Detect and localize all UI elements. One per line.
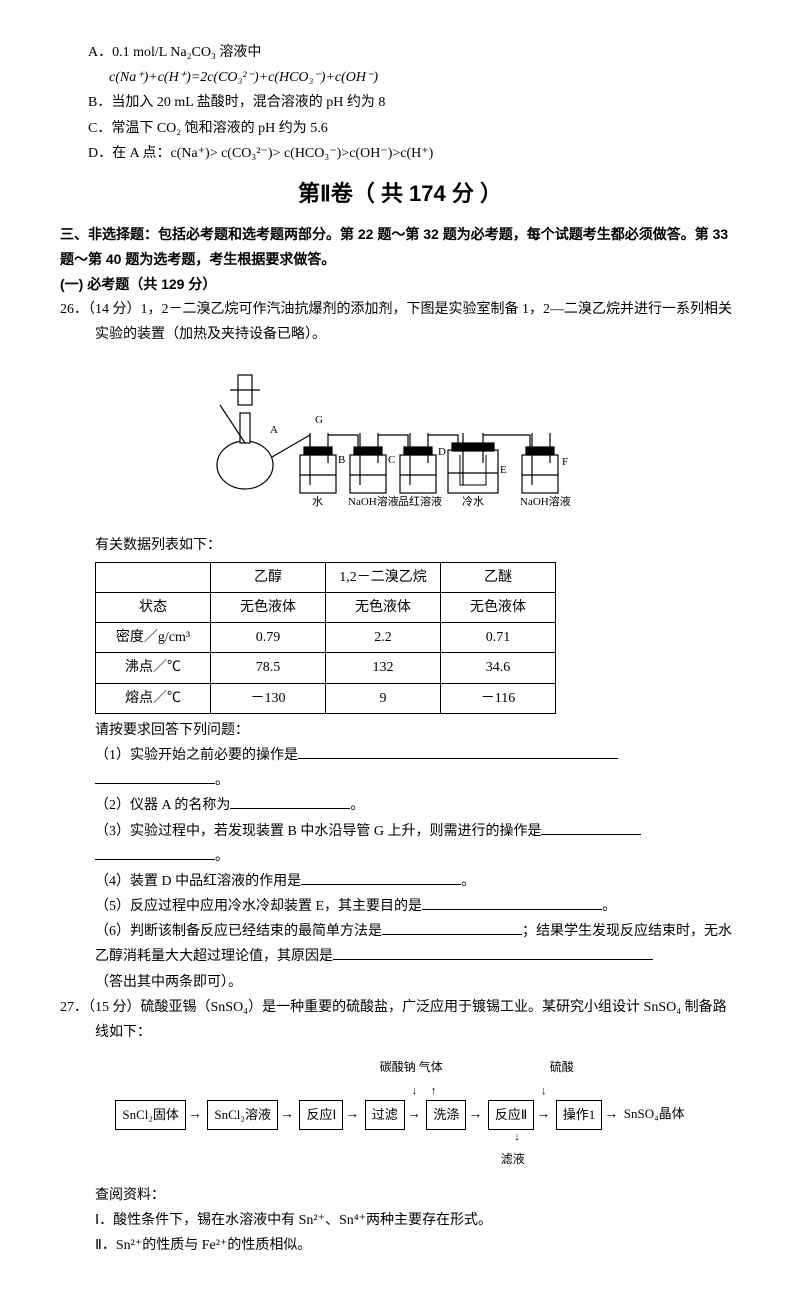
q27-ref: 查阅资料： bbox=[95, 1183, 740, 1208]
option-a: A．0.1 mol/L Na₂CO₃ 溶液中 bbox=[88, 40, 740, 65]
q26-stem: 26．（14 分）1，2－二溴乙烷可作汽油抗爆剂的添加剂，下图是实验室制备 1，… bbox=[60, 297, 740, 347]
svg-text:NaOH溶液: NaOH溶液 bbox=[348, 494, 399, 508]
svg-text:D: D bbox=[438, 446, 446, 458]
q26-sub3-line2: 。 bbox=[95, 844, 740, 869]
svg-text:E: E bbox=[500, 464, 507, 476]
q26-table-caption: 有关数据列表如下： bbox=[95, 533, 740, 558]
q27-stem: 27．（15 分）硫酸亚锡（SnSO₄）是一种重要的硫酸盐，广泛应用于镀锡工业。… bbox=[60, 995, 740, 1045]
svg-text:NaOH溶液: NaOH溶液 bbox=[520, 494, 571, 508]
option-a-formula: c(Na⁺)+c(H⁺)=2c(CO₃²⁻)+c(HCO₃⁻)+c(OH⁻) bbox=[109, 65, 740, 90]
svg-text:品红溶液: 品红溶液 bbox=[398, 494, 442, 508]
option-d: D．在 A 点：c(Na⁺)> c(CO₃²⁻)> c(HCO₃⁻)>c(OH⁻… bbox=[88, 141, 740, 166]
q27-ref-i: Ⅰ．酸性条件下，锡在水溶液中有 Sn²⁺、Sn⁴⁺两种主要存在形式。 bbox=[95, 1208, 740, 1233]
option-c: C．常温下 CO₂ 饱和溶液的 pH 约为 5.6 bbox=[88, 116, 740, 141]
svg-text:C: C bbox=[388, 454, 395, 466]
q26-sub2: （2）仪器 A 的名称为。 bbox=[95, 793, 740, 818]
q26-sub6c: （答出其中两条即可）。 bbox=[95, 970, 740, 995]
q26-sub1: （1）实验开始之前必要的操作是 bbox=[95, 743, 740, 768]
q26-instruct: 请按要求回答下列问题： bbox=[95, 718, 740, 743]
section-2-title: 第Ⅱ卷（ 共 174 分 ） bbox=[60, 174, 740, 214]
q26-sub6: （6）判断该制备反应已经结束的最简单方法是；结果学生发现反应结束时，无水乙醇消耗… bbox=[95, 919, 740, 969]
svg-text:G: G bbox=[315, 414, 323, 426]
q26-sub5: （5）反应过程中应用冷水冷却装置 E，其主要目的是。 bbox=[95, 894, 740, 919]
q26-sub4: （4）装置 D 中品红溶液的作用是。 bbox=[95, 869, 740, 894]
q26-sub3: （3）实验过程中，若发现装置 B 中水沿导管 G 上升，则需进行的操作是 bbox=[95, 819, 740, 844]
q27-flow-diagram: 碳酸钠 气体 硫酸 ↓ ↑ ↓ SnCl₂固体→ SnCl₂溶液→ 反应Ⅰ→ 过… bbox=[60, 1055, 740, 1172]
q26-apparatus-diagram: A G B C D E F 水 NaOH溶液 品红溶液 冷水 NaOH溶液 bbox=[60, 355, 740, 524]
svg-text:F: F bbox=[562, 456, 568, 468]
svg-text:水: 水 bbox=[312, 495, 323, 508]
section-3-heading: 三、非选择题：包括必考题和选考题两部分。第 22 题～第 32 题为必考题，每个… bbox=[60, 222, 740, 272]
q26-data-table: 乙醇1,2－二溴乙烷乙醚 状态无色液体无色液体无色液体 密度／g/cm³0.79… bbox=[95, 562, 556, 714]
option-b: B．当加入 20 mL 盐酸时，混合溶液的 pH 约为 8 bbox=[88, 90, 740, 115]
q27-ref-ii: Ⅱ．Sn²⁺的性质与 Fe²⁺的性质相似。 bbox=[95, 1233, 740, 1258]
svg-text:A: A bbox=[270, 424, 278, 436]
svg-text:B: B bbox=[338, 454, 345, 466]
q26-sub1-line2: 。 bbox=[95, 768, 740, 793]
svg-text:冷水: 冷水 bbox=[462, 495, 484, 508]
required-questions-heading: (一) 必考题（共 129 分） bbox=[60, 272, 740, 297]
